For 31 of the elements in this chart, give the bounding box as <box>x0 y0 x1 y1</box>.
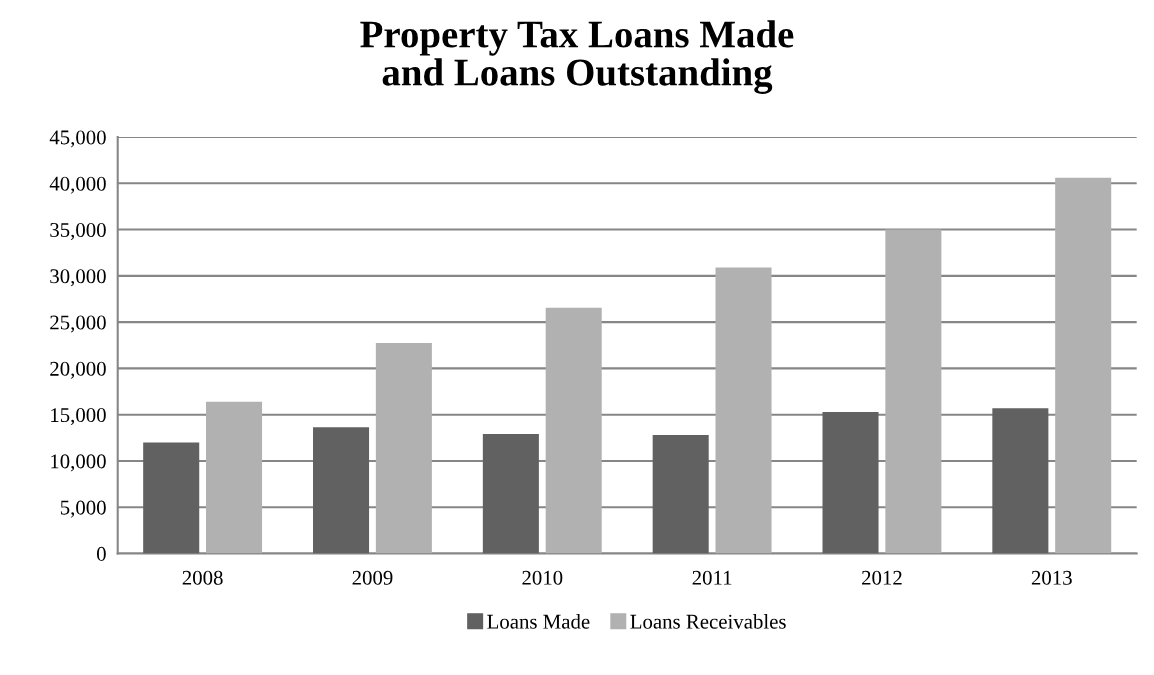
bar <box>375 342 432 554</box>
bar <box>715 267 772 554</box>
x-tick-label: 2012 <box>862 570 902 585</box>
bar <box>545 307 602 554</box>
y-tick-label: 45,000 <box>49 130 106 148</box>
bar <box>822 411 879 554</box>
bar <box>313 427 370 554</box>
bar <box>1055 177 1112 554</box>
y-tick-label: 20,000 <box>50 361 106 379</box>
bar <box>885 229 942 554</box>
chart-title: Property Tax Loans Made and Loans Outstanding <box>360 20 794 94</box>
x-tick-label: 2013 <box>1031 570 1072 585</box>
x-tick-label: 2009 <box>352 570 393 585</box>
y-tick-label: 0 <box>96 546 106 561</box>
y-tick-label: 25,000 <box>50 315 106 333</box>
y-tick-label: 40,000 <box>49 176 106 194</box>
y-tick-label: 10,000 <box>51 454 106 472</box>
legend-label: Loans Made <box>487 614 590 629</box>
y-tick-label: 35,000 <box>50 222 106 241</box>
bar <box>482 434 539 554</box>
y-tick-label: 30,000 <box>50 269 106 287</box>
legend-label: Loans Receivables <box>630 614 786 629</box>
y-tick-label: 5,000 <box>60 500 106 518</box>
bar <box>143 442 200 554</box>
bar <box>992 408 1049 554</box>
bar <box>652 435 709 554</box>
bar <box>206 401 263 554</box>
x-tick-label: 2011 <box>692 570 732 585</box>
x-tick-label: 2008 <box>182 570 223 585</box>
y-tick-label: 15,000 <box>51 408 106 426</box>
x-tick-label: 2010 <box>522 570 563 585</box>
